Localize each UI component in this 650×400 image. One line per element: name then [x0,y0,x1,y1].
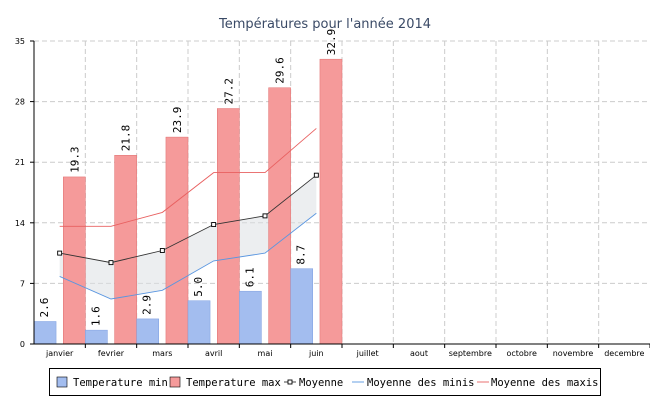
legend-label-min: Temperature min [73,377,168,389]
axes: 0 7 14 21 28 35 janvier fevrier mars avril mai juin… [15,37,650,358]
bar-label-min: 2.6 [38,298,51,318]
bar-label-min: 2.9 [141,295,154,315]
line-moyenne-des-maxis [59,128,317,227]
line-moyenne [59,174,317,264]
legend-label-maxis: Moyenne des maxis [491,377,598,389]
x-tick-label: decembre [604,349,644,358]
y-tick-label: 21 [15,158,25,167]
bar-label-max: 23.9 [171,107,184,134]
legend-marker-moyenne [287,379,293,385]
x-tick-label: fevrier [98,349,125,358]
bar-temperature-min [85,329,108,345]
bar-label-max: 19.3 [68,146,81,173]
x-tick-label: aout [410,349,428,358]
bar-label-min: 5.0 [192,277,205,297]
bar-temperature-min [136,318,159,345]
bar-label-max: 27.2 [222,78,235,105]
marker-moyenne [57,250,63,256]
y-tick-label: 28 [15,98,25,107]
x-tick-label: septembre [449,349,492,358]
x-tick-label: mai [258,349,273,358]
marker-moyenne [313,172,319,178]
bar-label-min: 8.7 [295,245,308,265]
x-tick-label: octobre [506,349,537,358]
bar-temperature-max [114,155,137,345]
marker-moyenne [108,260,114,266]
bars [33,58,343,345]
data-labels: 2.6 19.3 1.6 21.8 2.9 23.9 5.0 27.2 6.1 29.6 8.7 32… [38,29,338,326]
bar-temperature-min [33,321,57,345]
legend-label-moyenne: Moyenne [299,377,343,389]
legend-swatch-min [56,376,68,388]
bar-label-max: 21.8 [120,125,133,152]
bar-temperature-min [239,290,262,345]
bar-label-max: 32.9 [325,29,338,56]
legend: Temperature min Temperature max Moyenne Moy… [49,368,601,396]
y-tick-label: 14 [15,219,25,228]
line-moyenne-des-minis [59,212,317,300]
bar-label-max: 29.6 [274,57,287,84]
marker-moyenne [159,248,165,253]
y-tick-label: 0 [20,340,25,349]
x-tick-label: novembre [553,349,594,358]
bar-temperature-max [217,108,240,345]
x-tick-label: juillet [356,349,379,358]
bar-label-min: 6.1 [243,267,256,287]
bar-temperature-max [63,176,86,345]
x-tick-label: juin [308,349,324,358]
x-tick-label: avril [205,349,222,358]
bar-temperature-max [319,58,343,345]
bar-temperature-min [187,300,211,345]
bar-temperature-min [290,268,313,345]
marker-moyenne [262,213,268,219]
y-tick-label: 35 [15,37,25,46]
bar-temperature-max [268,87,291,345]
legend-box [49,368,601,396]
bar-label-min: 1.6 [89,306,102,326]
marker-moyenne [211,222,217,227]
x-tick-label: mars [152,349,172,358]
bar-temperature-max [165,136,189,345]
lines [57,128,319,300]
chart-title: Températures pour l'année 2014 [218,17,431,32]
x-tick-label: janvier [45,349,74,358]
legend-label-minis: Moyenne des minis [367,377,474,389]
legend-label-max: Temperature max [186,377,281,389]
y-tick-label: 7 [20,279,25,288]
legend-swatch-max [169,376,181,388]
